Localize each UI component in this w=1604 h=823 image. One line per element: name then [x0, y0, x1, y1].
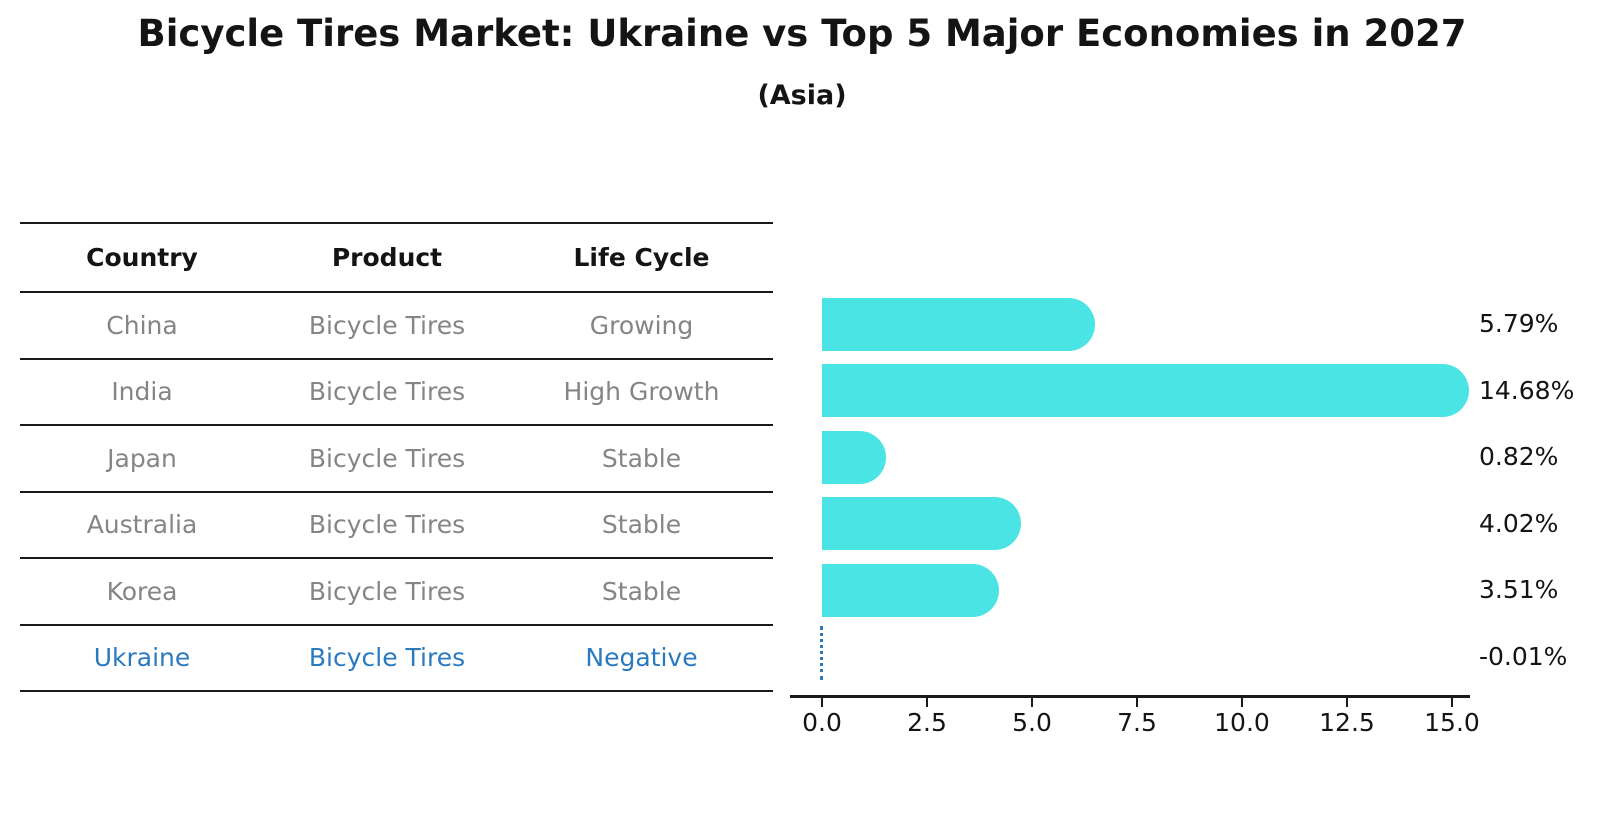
- value-label-ukraine: -0.01%: [1479, 641, 1568, 671]
- table-body: China Bicycle Tires Growing India Bicycle Ti…: [20, 293, 773, 692]
- cell-life-cycle: Stable: [601, 576, 682, 606]
- table-row-ukraine: Ukraine Bicycle Tires Negative: [20, 626, 773, 692]
- negative-bar-marker-ukraine: [820, 625, 823, 680]
- table-header-row: Country Product Life Cycle: [20, 222, 773, 293]
- cell-product: Bicycle Tires: [308, 443, 466, 473]
- chart-title: Bicycle Tires Market: Ukraine vs Top 5 M…: [137, 12, 1467, 55]
- bar-japan: [822, 430, 887, 484]
- x-tick-mark: [1241, 698, 1243, 707]
- cell-life-cycle: Stable: [601, 510, 682, 540]
- cell-life-cycle: Negative: [585, 643, 698, 673]
- value-label-china: 5.79%: [1479, 309, 1559, 339]
- x-tick-label: 0.0: [802, 708, 842, 737]
- x-tick-label: 10.0: [1214, 708, 1270, 737]
- x-tick-label: 7.5: [1117, 708, 1157, 737]
- cell-product: Bicycle Tires: [308, 643, 466, 673]
- x-tick-mark: [926, 698, 928, 707]
- cell-country: China: [106, 310, 178, 340]
- bar-australia: [822, 497, 1021, 551]
- x-tick-mark: [1031, 698, 1033, 707]
- value-label-korea: 3.51%: [1479, 575, 1559, 605]
- chart-subtitle: (Asia): [757, 80, 847, 111]
- cell-product: Bicycle Tires: [308, 310, 466, 340]
- bar-china: [822, 297, 1096, 351]
- table-header-life-cycle: Life Cycle: [573, 243, 710, 272]
- cell-product: Bicycle Tires: [308, 510, 466, 540]
- x-axis-line: [790, 695, 1470, 698]
- x-tick-label: 15.0: [1424, 708, 1480, 737]
- bar-korea: [822, 563, 1000, 617]
- table-row-japan: Japan Bicycle Tires Stable: [20, 426, 773, 493]
- x-tick-mark: [1136, 698, 1138, 707]
- x-tick-mark: [1451, 698, 1453, 707]
- cell-life-cycle: Growing: [589, 310, 694, 340]
- bar-india: [822, 364, 1469, 418]
- cell-life-cycle: Stable: [601, 443, 682, 473]
- table-header-country: Country: [86, 243, 198, 272]
- x-tick-mark: [821, 698, 823, 707]
- table-row-australia: Australia Bicycle Tires Stable: [20, 493, 773, 559]
- cell-country: India: [111, 377, 173, 407]
- cell-country: Japan: [107, 443, 177, 473]
- cell-country: Korea: [106, 576, 178, 606]
- x-tick-label: 5.0: [1012, 708, 1052, 737]
- x-tick-label: 12.5: [1319, 708, 1375, 737]
- table-row-korea: Korea Bicycle Tires Stable: [20, 559, 773, 626]
- value-label-india: 14.68%: [1479, 375, 1575, 405]
- table-row-china: China Bicycle Tires Growing: [20, 293, 773, 360]
- table-header-product: Product: [331, 243, 443, 272]
- cell-product: Bicycle Tires: [308, 377, 466, 407]
- value-label-japan: 0.82%: [1479, 442, 1559, 472]
- value-label-australia: 4.02%: [1479, 508, 1559, 538]
- country-table: Country Product Life Cycle China Bicycle …: [20, 222, 773, 692]
- x-tick-mark: [1346, 698, 1348, 707]
- cell-product: Bicycle Tires: [308, 576, 466, 606]
- cell-country: Ukraine: [93, 643, 191, 673]
- cell-life-cycle: High Growth: [563, 377, 720, 407]
- table-row-india: India Bicycle Tires High Growth: [20, 360, 773, 426]
- x-tick-label: 2.5: [907, 708, 947, 737]
- cell-country: Australia: [86, 510, 198, 540]
